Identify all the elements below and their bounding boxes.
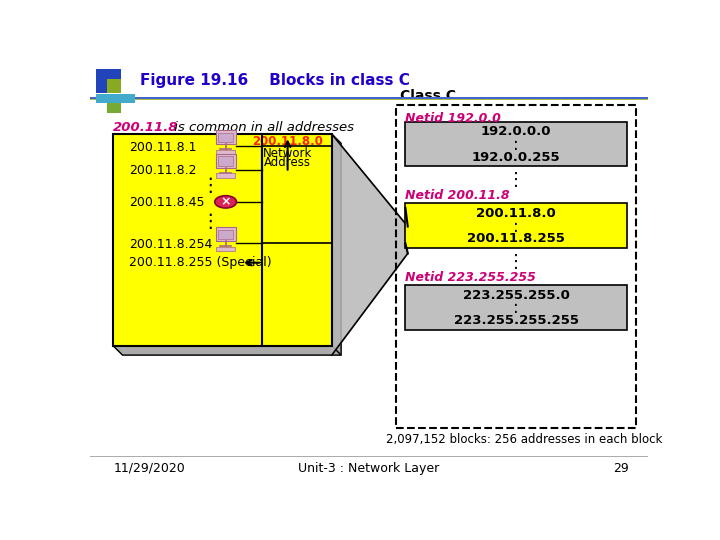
Text: Network: Network	[263, 147, 312, 160]
Bar	[113, 134, 332, 346]
FancyBboxPatch shape	[215, 130, 235, 144]
Text: 200.11.8.255 (Special): 200.11.8.255 (Special)	[129, 256, 271, 269]
Text: ⋮: ⋮	[508, 171, 526, 190]
Text: :: :	[513, 299, 519, 317]
Bar	[216, 150, 235, 154]
Text: Address: Address	[264, 156, 311, 169]
Text: 200.11.8.255: 200.11.8.255	[467, 232, 565, 245]
Text: 200.11.8: 200.11.8	[113, 122, 179, 134]
Text: 192.0.0.255: 192.0.0.255	[472, 151, 561, 164]
Ellipse shape	[215, 195, 236, 208]
Bar	[218, 157, 233, 166]
Text: Netid 192.0.0: Netid 192.0.0	[405, 112, 501, 125]
Text: 223.255.255.255: 223.255.255.255	[454, 314, 579, 327]
Text: Netid 223.255.255: Netid 223.255.255	[405, 271, 536, 284]
Bar	[218, 230, 233, 239]
Text: 200.11.8.0: 200.11.8.0	[477, 207, 556, 220]
Text: 192.0.0.0: 192.0.0.0	[481, 125, 552, 138]
Text: 200.11.8.254: 200.11.8.254	[129, 238, 212, 251]
Text: Figure 19.16    Blocks in class C: Figure 19.16 Blocks in class C	[140, 73, 410, 89]
Bar	[218, 132, 233, 142]
Bar	[90, 99, 648, 100]
Polygon shape	[113, 346, 341, 355]
Text: Class C: Class C	[400, 89, 456, 103]
Bar	[405, 204, 627, 248]
Bar	[216, 173, 235, 178]
Bar	[405, 285, 627, 330]
Text: 200.11.8.45: 200.11.8.45	[129, 196, 204, 209]
Text: 223.255.255.0: 223.255.255.0	[463, 288, 570, 301]
Text: 11/29/2020: 11/29/2020	[113, 462, 185, 475]
Polygon shape	[332, 134, 341, 355]
Text: :: :	[513, 218, 519, 235]
Bar	[107, 103, 121, 112]
Bar	[90, 97, 648, 99]
Text: :: :	[513, 136, 519, 154]
Bar	[405, 122, 627, 166]
Text: Netid 200.11.8: Netid 200.11.8	[405, 189, 510, 202]
Text: 200.11.8.0: 200.11.8.0	[252, 136, 323, 148]
Text: is common in all addresses: is common in all addresses	[170, 122, 354, 134]
Text: ⋮: ⋮	[200, 176, 220, 195]
Text: 2,097,152 blocks: 256 addresses in each block: 2,097,152 blocks: 256 addresses in each …	[386, 433, 662, 446]
Text: ⋮: ⋮	[508, 253, 526, 271]
FancyBboxPatch shape	[215, 227, 235, 241]
Text: Unit-3 : Network Layer: Unit-3 : Network Layer	[298, 462, 440, 475]
FancyBboxPatch shape	[215, 154, 235, 168]
Bar	[216, 247, 235, 251]
Bar	[96, 69, 121, 93]
Polygon shape	[332, 134, 408, 355]
Bar	[107, 79, 121, 93]
Text: ×: ×	[220, 195, 231, 208]
Text: 200.11.8.2: 200.11.8.2	[129, 164, 197, 177]
Bar	[96, 94, 135, 103]
Text: ⋮: ⋮	[200, 212, 220, 231]
Text: 200.11.8.1: 200.11.8.1	[129, 141, 197, 154]
Text: 29: 29	[613, 462, 629, 475]
